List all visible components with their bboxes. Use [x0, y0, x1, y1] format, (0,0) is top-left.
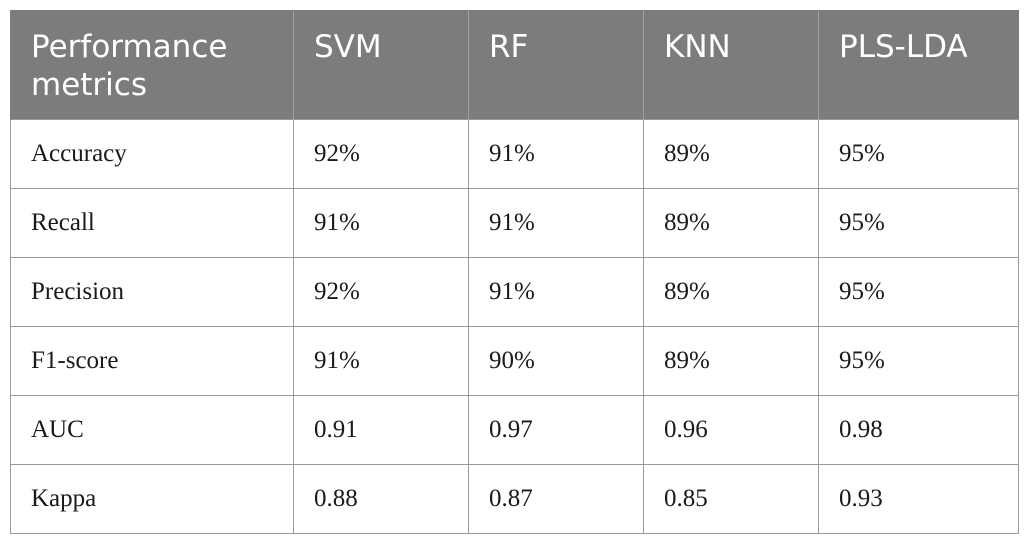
cell-rf: 91%	[468, 119, 644, 189]
cell-pls-lda: 95%	[818, 326, 1019, 396]
cell-svm: 92%	[293, 257, 469, 327]
cell-knn: 89%	[643, 257, 819, 327]
cell-pls-lda: 95%	[818, 257, 1019, 327]
row-label: AUC	[10, 395, 294, 465]
cell-rf: 0.97	[468, 395, 644, 465]
performance-metrics-table: Performance metrics SVM RF KNN PLS-LDA A…	[10, 10, 1019, 534]
cell-svm: 91%	[293, 188, 469, 258]
header-pls-lda: PLS-LDA	[818, 10, 1019, 120]
table-row: Precision 92% 91% 89% 95%	[10, 257, 1019, 327]
table-row: AUC 0.91 0.97 0.96 0.98	[10, 395, 1019, 465]
table-row: F1-score 91% 90% 89% 95%	[10, 326, 1019, 396]
row-label: Precision	[10, 257, 294, 327]
metrics-table-container: Performance metrics SVM RF KNN PLS-LDA A…	[10, 10, 1019, 534]
cell-rf: 0.87	[468, 464, 644, 534]
header-svm: SVM	[293, 10, 469, 120]
cell-knn: 0.96	[643, 395, 819, 465]
cell-svm: 91%	[293, 326, 469, 396]
cell-knn: 89%	[643, 119, 819, 189]
table-header: Performance metrics SVM RF KNN PLS-LDA	[10, 10, 1019, 120]
cell-knn: 0.85	[643, 464, 819, 534]
cell-knn: 89%	[643, 326, 819, 396]
cell-rf: 91%	[468, 257, 644, 327]
table-row: Recall 91% 91% 89% 95%	[10, 188, 1019, 258]
row-label: Recall	[10, 188, 294, 258]
cell-svm: 0.91	[293, 395, 469, 465]
table-row: Accuracy 92% 91% 89% 95%	[10, 119, 1019, 189]
header-row: Performance metrics SVM RF KNN PLS-LDA	[10, 10, 1019, 120]
header-knn: KNN	[643, 10, 819, 120]
cell-pls-lda: 95%	[818, 119, 1019, 189]
row-label: F1-score	[10, 326, 294, 396]
cell-svm: 0.88	[293, 464, 469, 534]
cell-rf: 91%	[468, 188, 644, 258]
header-rf: RF	[468, 10, 644, 120]
cell-pls-lda: 0.98	[818, 395, 1019, 465]
row-label: Accuracy	[10, 119, 294, 189]
cell-svm: 92%	[293, 119, 469, 189]
row-label: Kappa	[10, 464, 294, 534]
cell-pls-lda: 0.93	[818, 464, 1019, 534]
table-row: Kappa 0.88 0.87 0.85 0.93	[10, 464, 1019, 534]
cell-knn: 89%	[643, 188, 819, 258]
header-performance-metrics: Performance metrics	[10, 10, 294, 120]
cell-pls-lda: 95%	[818, 188, 1019, 258]
table-body: Accuracy 92% 91% 89% 95% Recall 91% 91% …	[10, 119, 1019, 534]
cell-rf: 90%	[468, 326, 644, 396]
